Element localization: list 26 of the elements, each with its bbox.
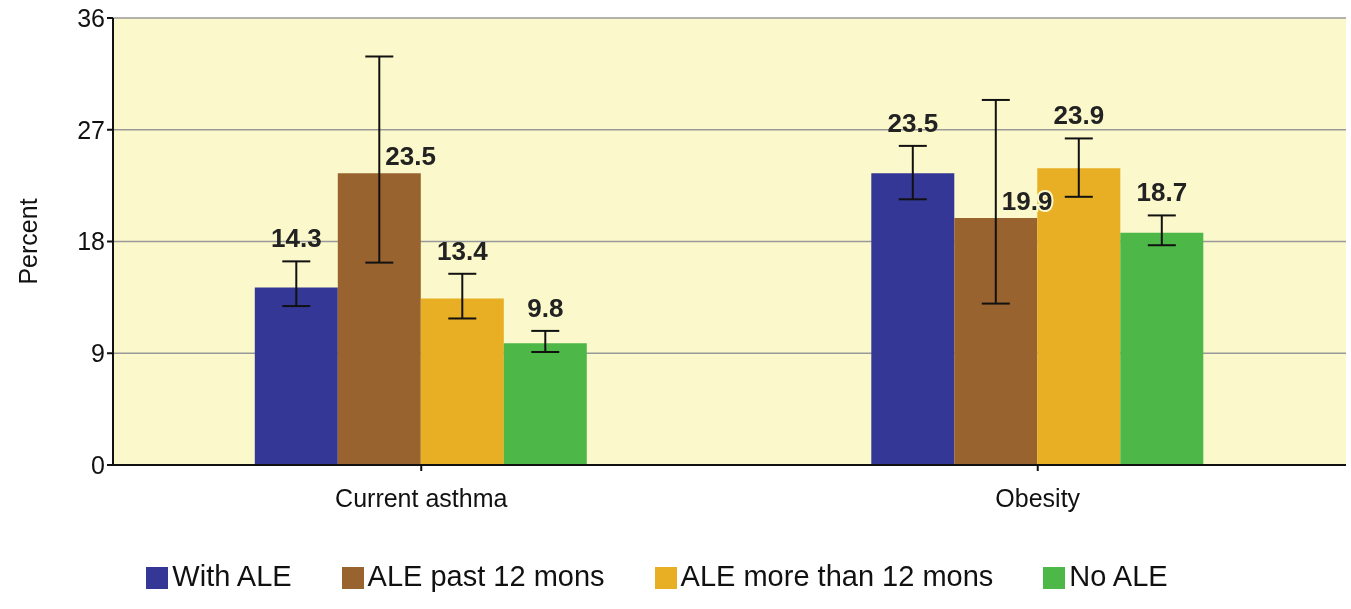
bar [337,173,421,465]
data-label: 18.7 [1136,177,1188,208]
y-tick-label: 0 [91,450,105,479]
data-label: 14.3 [270,223,322,254]
y-tick-label: 18 [77,227,105,256]
data-label: 23.5 [385,141,436,172]
data-label: 23.5 [887,107,939,138]
y-tick-label: 36 [77,3,105,32]
y-tick-label: 9 [91,339,105,368]
bar [954,217,1038,465]
data-label: 13.4 [436,235,489,266]
y-axis-title: Percent [13,198,42,285]
legend-label: ALE more than 12 mons [680,560,994,592]
x-tick-label: Obesity [995,483,1081,512]
bar [871,173,955,465]
bar [1120,232,1204,465]
y-tick-label: 27 [77,115,105,144]
legend-label: With ALE [172,560,292,592]
legend-label: No ALE [1069,560,1168,592]
bar [254,287,338,465]
bar [503,343,587,465]
x-tick-label: Current asthma [335,483,508,512]
data-label: 23.9 [1053,100,1105,131]
data-label: 9.8 [527,292,564,323]
bar [420,298,504,465]
legend-label: ALE past 12 mons [367,560,605,592]
